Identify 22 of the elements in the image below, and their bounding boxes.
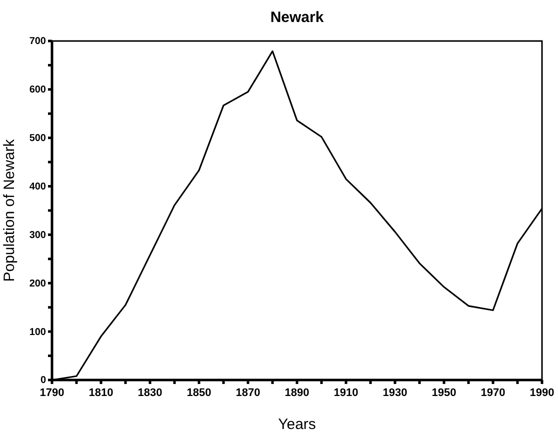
x-tick-label: 1830 [138,386,162,399]
y-tick-label: 300 [29,230,46,241]
y-tick-label: 0 [40,375,46,386]
y-tick-label: 400 [29,181,46,192]
x-tick-label: 1810 [88,386,114,399]
x-axis-title: Years [278,416,316,433]
y-tick-label: 600 [29,84,46,96]
chart-title: Newark [270,9,324,26]
x-tick-label: 1870 [236,386,260,399]
x-tick-label: 1950 [432,386,456,399]
y-tick-label: 700 [29,36,46,48]
x-tick-label: 1930 [382,386,408,399]
y-tick-label: 100 [29,326,46,338]
y-tick-label: 500 [29,133,46,144]
y-tick-label: 200 [29,278,46,290]
x-tick-label: 1990 [530,386,554,399]
x-tick-label: 1910 [334,386,358,399]
x-tick-label: 1850 [186,386,212,399]
x-tick-label: 1970 [480,386,506,399]
x-tick-label: 1790 [40,386,64,399]
x-tick-label: 1890 [284,386,310,399]
y-axis-title: Population of Newark [1,138,18,282]
